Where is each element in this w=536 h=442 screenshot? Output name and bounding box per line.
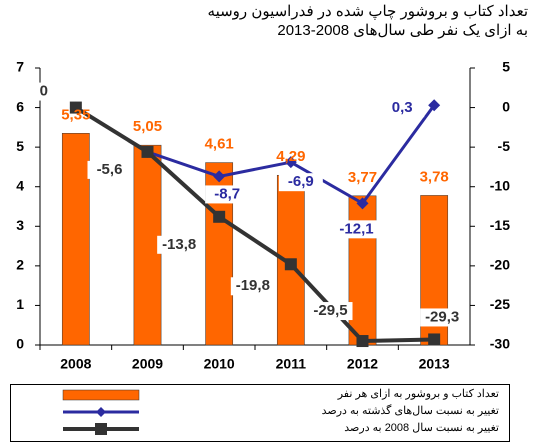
legend-marker	[95, 423, 107, 435]
y-tick-label: 5	[16, 138, 24, 154]
label-bg	[420, 308, 465, 327]
label-bg	[230, 277, 275, 296]
bar	[133, 144, 162, 346]
data-label: 0,3	[392, 99, 413, 116]
legend-swatch	[62, 389, 140, 401]
data-label: 5,35	[61, 106, 90, 123]
label-bg	[278, 173, 323, 192]
y-tick-label: 7	[16, 59, 24, 75]
chart: 0 1 2 3 4 5 6 7 5 0 -5 -10 -15 -20 -25 -30 2008 2009 2010 2…	[16, 59, 511, 372]
y2-tick-label: -15	[490, 217, 510, 233]
label-bg	[380, 99, 425, 118]
legend-label: تعداد کتاب و بروشور به ازای هر نفر	[337, 388, 499, 400]
data-label: -12,1	[339, 220, 373, 237]
x-tick-label: 2009	[132, 356, 163, 372]
bar	[61, 133, 90, 346]
x-tick-label: 2010	[204, 356, 235, 372]
marker	[428, 99, 441, 112]
y2-tick-label: -10	[490, 177, 510, 193]
data-label: 4,29	[276, 148, 305, 165]
data-label: -29,5	[313, 302, 347, 319]
y-tick-label: 0	[16, 336, 24, 352]
y-tick-label: 1	[16, 296, 24, 312]
data-label: -6,9	[288, 173, 314, 190]
title-line: به ازای یک نفر طی سال‌های 2008-2013	[277, 22, 528, 39]
y-tick-label: 3	[16, 217, 24, 233]
marker	[356, 335, 369, 348]
marker	[213, 210, 226, 223]
legend-item: تغییر به نسبت سال 2008 به درصد	[11, 421, 509, 438]
y-tick-label: 6	[16, 98, 24, 114]
bar	[348, 195, 377, 346]
marker	[428, 333, 441, 346]
legend-icon	[63, 407, 139, 417]
legend: تعداد کتاب و بروشور به ازای هر نفر تغییر …	[10, 384, 510, 442]
label-bg	[21, 82, 66, 101]
legend-item: تعداد کتاب و بروشور به ازای هر نفر	[11, 387, 509, 404]
marker	[141, 145, 154, 158]
marker	[356, 197, 369, 210]
data-label: -19,8	[236, 277, 270, 294]
label-bg	[308, 302, 353, 321]
legend-icon	[63, 423, 139, 435]
data-label: -29,3	[425, 308, 459, 325]
title-line: تعداد کتاب و بروشور چاپ شده در فدراسیون …	[207, 3, 528, 20]
y-tick-label: 2	[16, 257, 24, 273]
label-bg	[205, 185, 250, 204]
x-tick-label: 2012	[347, 356, 378, 372]
chart-title: تعداد کتاب و بروشور چاپ شده در فدراسیون …	[208, 2, 528, 40]
legend-label: تغییر به نسبت سال 2008 به درصد	[344, 422, 499, 434]
data-label: -8,7	[214, 185, 240, 202]
label-bg	[87, 160, 132, 179]
label-bg	[334, 220, 379, 239]
line	[74, 105, 435, 344]
y2-tick-label: -25	[490, 296, 510, 312]
y-tick-label: 4	[16, 177, 24, 193]
marker	[284, 258, 297, 271]
y2-tick-label: -20	[490, 257, 510, 273]
y2-tick-label: 5	[502, 59, 510, 75]
data-label: 5,05	[133, 118, 162, 135]
data-label: 3,78	[420, 168, 449, 185]
y2-tick-label: -30	[490, 336, 510, 352]
legend-icon	[62, 389, 140, 401]
data-label: 3,77	[348, 169, 377, 186]
x-tick-label: 2013	[419, 356, 450, 372]
legend-item: تغییر به نسبت سال‌های گذشته به درصد	[11, 404, 509, 421]
legend-marker	[96, 407, 106, 417]
x-tick-label: 2008	[60, 356, 91, 372]
line	[75, 104, 436, 206]
marker	[284, 156, 297, 169]
data-label: 4,61	[205, 136, 234, 153]
y2-tick-label: 0	[502, 98, 510, 114]
data-label: -13,8	[162, 236, 196, 253]
label-bg	[157, 235, 202, 254]
marker	[213, 170, 226, 183]
legend-label: تغییر به نسبت سال‌های گذشته به درصد	[321, 405, 499, 417]
data-label: -5,6	[97, 161, 123, 178]
y2-tick-label: -5	[498, 138, 511, 154]
data-label: 0	[40, 83, 48, 100]
x-tick-label: 2011	[276, 356, 307, 372]
marker	[69, 101, 82, 114]
